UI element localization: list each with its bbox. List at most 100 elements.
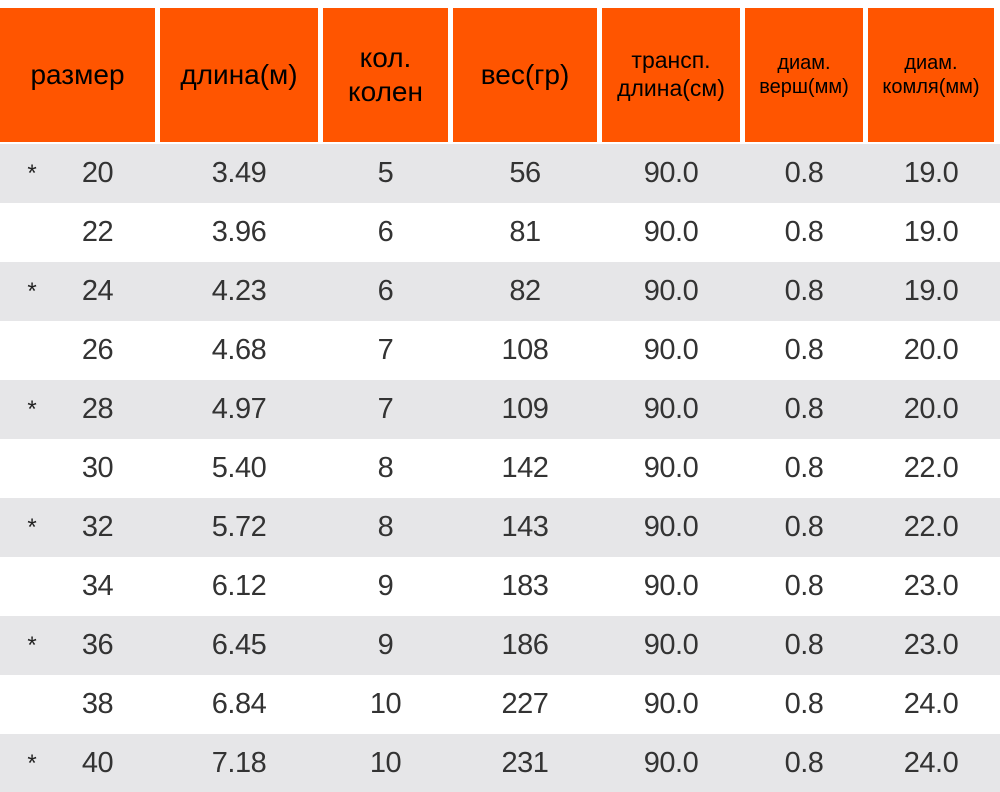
cell-tip-diameter: 0.8 xyxy=(784,393,824,425)
cell-transport-length: 90.0 xyxy=(643,511,699,543)
cell-weight: 82 xyxy=(509,275,541,307)
cell-transport-length: 90.0 xyxy=(643,157,699,189)
table-row: * 32 5.72 8 143 90.0 0.8 22.0 xyxy=(0,498,1000,557)
cell-length: 6.45 xyxy=(211,629,267,661)
cell-transport-length: 90.0 xyxy=(643,688,699,720)
cell-sections: 10 xyxy=(369,747,402,779)
header-tip-diameter-label: диам. верш(мм) xyxy=(759,52,849,98)
cell-size: 40 xyxy=(81,747,114,779)
cell-butt-diameter: 19.0 xyxy=(903,157,959,189)
cell-weight: 183 xyxy=(501,570,549,602)
cell-size: 36 xyxy=(81,629,114,661)
cell-transport-length: 90.0 xyxy=(643,216,699,248)
cell-tip-diameter: 0.8 xyxy=(784,275,824,307)
cell-length: 7.18 xyxy=(211,747,267,779)
table-row: * 20 3.49 5 56 90.0 0.8 19.0 xyxy=(0,144,1000,203)
cell-size: 28 xyxy=(81,393,114,425)
table-row: 30 5.40 8 142 90.0 0.8 22.0 xyxy=(0,439,1000,498)
cell-transport-length: 90.0 xyxy=(643,334,699,366)
table-row: 26 4.68 7 108 90.0 0.8 20.0 xyxy=(0,321,1000,380)
cell-transport-length: 90.0 xyxy=(643,275,699,307)
header-weight: вес(гр) xyxy=(453,8,597,142)
recommended-marker: * xyxy=(27,395,37,423)
cell-transport-length: 90.0 xyxy=(643,452,699,484)
cell-length: 4.68 xyxy=(211,334,267,366)
header-transport-length: трансп. длина(см) xyxy=(602,8,740,142)
cell-weight: 227 xyxy=(501,688,549,720)
cell-tip-diameter: 0.8 xyxy=(784,747,824,779)
cell-weight: 142 xyxy=(501,452,549,484)
cell-length: 6.12 xyxy=(211,570,267,602)
cell-tip-diameter: 0.8 xyxy=(784,688,824,720)
cell-transport-length: 90.0 xyxy=(643,393,699,425)
header-size-label: размер xyxy=(30,59,125,91)
table-body: * 20 3.49 5 56 90.0 0.8 19.0 22 3.96 6 81 90.0 0.8 19.… xyxy=(0,144,1000,792)
cell-butt-diameter: 19.0 xyxy=(903,275,959,307)
cell-butt-diameter: 22.0 xyxy=(903,452,959,484)
cell-butt-diameter: 19.0 xyxy=(903,216,959,248)
header-sections-label: кол. колен xyxy=(348,42,423,107)
cell-butt-diameter: 20.0 xyxy=(903,393,959,425)
cell-sections: 7 xyxy=(377,334,394,366)
cell-length: 4.23 xyxy=(211,275,267,307)
cell-butt-diameter: 20.0 xyxy=(903,334,959,366)
cell-size: 24 xyxy=(81,275,114,307)
cell-transport-length: 90.0 xyxy=(643,747,699,779)
cell-size: 22 xyxy=(81,216,114,248)
recommended-marker: * xyxy=(27,159,37,187)
cell-size: 20 xyxy=(81,157,114,189)
cell-length: 3.49 xyxy=(211,157,267,189)
header-tip-diameter: диам. верш(мм) xyxy=(745,8,863,142)
header-size: размер xyxy=(0,8,155,142)
cell-butt-diameter: 23.0 xyxy=(903,629,959,661)
header-weight-label: вес(гр) xyxy=(480,59,570,91)
cell-tip-diameter: 0.8 xyxy=(784,157,824,189)
cell-weight: 186 xyxy=(501,629,549,661)
recommended-marker: * xyxy=(27,631,37,659)
cell-sections: 6 xyxy=(377,275,394,307)
cell-length: 5.40 xyxy=(211,452,267,484)
recommended-marker: * xyxy=(27,749,37,777)
header-length: длина(м) xyxy=(160,8,318,142)
cell-tip-diameter: 0.8 xyxy=(784,452,824,484)
cell-tip-diameter: 0.8 xyxy=(784,629,824,661)
cell-size: 38 xyxy=(81,688,114,720)
cell-weight: 81 xyxy=(509,216,541,248)
table-row: * 36 6.45 9 186 90.0 0.8 23.0 xyxy=(0,616,1000,675)
header-butt-diameter-label: диам. комля(мм) xyxy=(882,52,980,98)
recommended-marker: * xyxy=(27,277,37,305)
cell-butt-diameter: 24.0 xyxy=(903,747,959,779)
table-row: 22 3.96 6 81 90.0 0.8 19.0 xyxy=(0,203,1000,262)
cell-size: 30 xyxy=(81,452,114,484)
cell-tip-diameter: 0.8 xyxy=(784,216,824,248)
cell-weight: 109 xyxy=(501,393,549,425)
cell-transport-length: 90.0 xyxy=(643,629,699,661)
cell-weight: 108 xyxy=(501,334,549,366)
recommended-marker: * xyxy=(27,513,37,541)
cell-sections: 8 xyxy=(377,511,394,543)
table-row: 38 6.84 10 227 90.0 0.8 24.0 xyxy=(0,675,1000,734)
header-butt-diameter: диам. комля(мм) xyxy=(868,8,994,142)
header-sections: кол. колен xyxy=(323,8,448,142)
header-transport-length-label: трансп. длина(см) xyxy=(617,47,725,101)
cell-butt-diameter: 22.0 xyxy=(903,511,959,543)
cell-sections: 9 xyxy=(377,629,394,661)
table-row: * 28 4.97 7 109 90.0 0.8 20.0 xyxy=(0,380,1000,439)
table-row: * 40 7.18 10 231 90.0 0.8 24.0 xyxy=(0,734,1000,792)
cell-sections: 5 xyxy=(377,157,394,189)
cell-sections: 9 xyxy=(377,570,394,602)
table-row: * 24 4.23 6 82 90.0 0.8 19.0 xyxy=(0,262,1000,321)
cell-tip-diameter: 0.8 xyxy=(784,570,824,602)
cell-sections: 6 xyxy=(377,216,394,248)
cell-length: 4.97 xyxy=(211,393,267,425)
cell-tip-diameter: 0.8 xyxy=(784,334,824,366)
cell-size: 34 xyxy=(81,570,114,602)
cell-weight: 231 xyxy=(501,747,549,779)
cell-size: 32 xyxy=(81,511,114,543)
table-header: размер длина(м) кол. колен вес(гр) транс… xyxy=(0,0,1000,144)
cell-transport-length: 90.0 xyxy=(643,570,699,602)
cell-length: 3.96 xyxy=(211,216,267,248)
cell-tip-diameter: 0.8 xyxy=(784,511,824,543)
cell-length: 5.72 xyxy=(211,511,267,543)
